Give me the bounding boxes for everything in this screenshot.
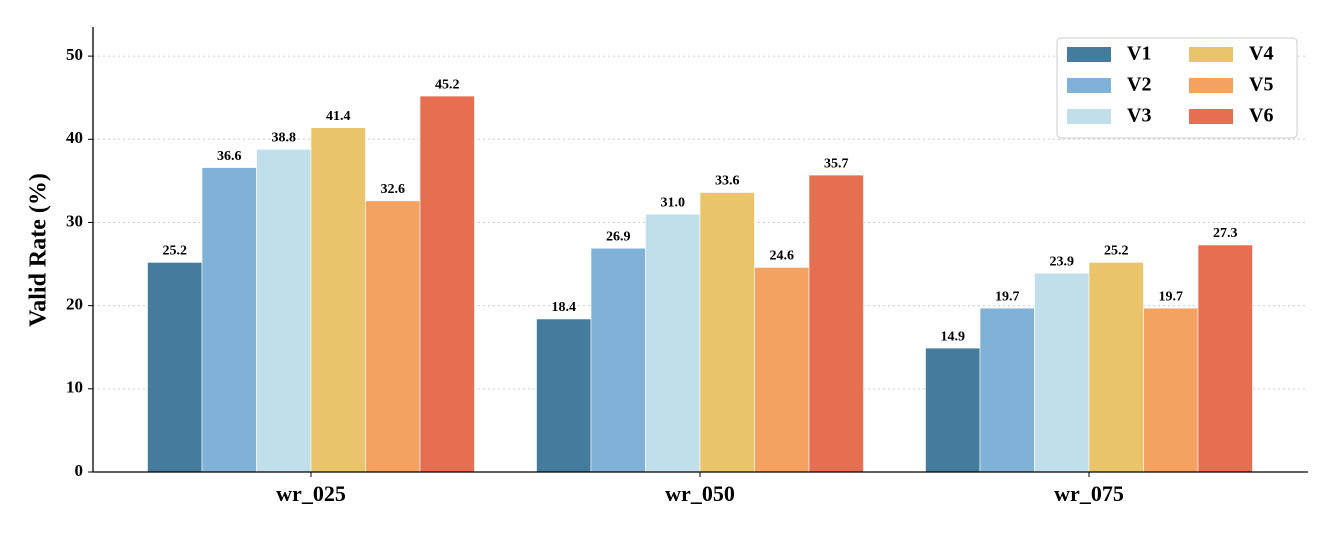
bar [1197,244,1253,473]
data-label: 32.6 [381,182,406,197]
bar [1143,307,1199,473]
y-tick-label: 20 [66,295,83,314]
y-tick-label: 0 [75,461,84,480]
bar [808,174,864,473]
legend-swatch [1189,78,1233,93]
y-tick-label: 30 [66,211,83,230]
bar [645,213,701,473]
x-tick-label: wr_050 [665,481,735,506]
bar [979,307,1035,473]
legend-swatch [1189,47,1233,62]
legend-label: V6 [1249,105,1273,127]
bar [419,95,475,473]
bar [590,247,646,473]
bar [256,148,312,473]
data-label: 45.2 [435,77,460,92]
data-label: 23.9 [1050,254,1075,269]
bar [1088,262,1144,473]
y-tick-label: 10 [66,378,83,397]
data-label: 35.7 [824,156,849,171]
data-label: 33.6 [715,174,740,189]
bar [365,200,421,473]
data-label: 25.2 [163,244,188,259]
y-tick-label: 50 [66,45,83,64]
bar [201,167,257,473]
data-label: 36.6 [217,149,242,164]
data-label: 19.7 [1159,289,1184,304]
data-label: 26.9 [606,229,631,244]
bar [1034,272,1090,473]
data-label: 41.4 [326,109,351,124]
data-label: 18.4 [552,300,577,315]
data-label: 24.6 [770,249,795,264]
bar [147,262,203,473]
x-tick-label: wr_025 [276,481,346,506]
legend-swatch [1067,78,1111,93]
x-tick-label: wr_075 [1054,481,1124,506]
legend-label: V1 [1127,43,1151,65]
legend-label: V2 [1127,74,1151,96]
data-label: 19.7 [995,289,1020,304]
legend-label: V4 [1249,43,1273,65]
legend-swatch [1067,47,1111,62]
data-label: 14.9 [941,329,966,344]
y-axis-label: Valid Rate (%) [26,173,52,327]
legend-label: V3 [1127,105,1151,127]
bar [536,318,592,473]
bar [310,127,366,473]
legend-box [1056,37,1298,139]
bar [754,267,810,473]
bar [925,347,981,473]
legend-swatch [1067,109,1111,124]
bar [699,192,755,473]
data-label: 31.0 [661,195,686,210]
legend-swatch [1189,109,1233,124]
data-label: 25.2 [1104,244,1129,259]
legend-label: V5 [1249,74,1273,96]
y-tick-label: 40 [66,128,83,147]
data-label: 38.8 [272,130,297,145]
data-label: 27.3 [1213,226,1238,241]
